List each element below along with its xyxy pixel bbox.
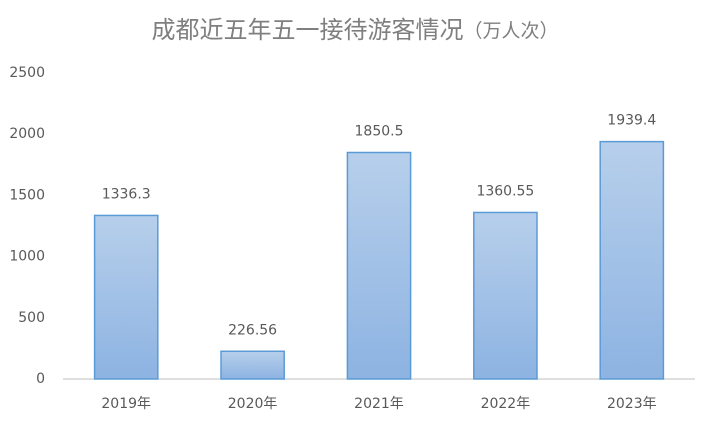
title-unit: （万人次） — [463, 20, 558, 42]
data-label: 1360.55 — [476, 183, 534, 199]
data-label: 226.56 — [228, 322, 277, 338]
bar — [346, 151, 412, 380]
bar — [473, 211, 538, 380]
y-tick-label: 1000 — [9, 249, 45, 265]
y-tick-label: 500 — [18, 310, 45, 326]
data-label: 1939.4 — [607, 113, 656, 129]
x-tick-label: 2021年 — [354, 396, 404, 412]
bar — [220, 350, 285, 380]
x-tick-label: 2020年 — [228, 396, 278, 412]
y-tick-label: 1500 — [9, 187, 45, 203]
data-label: 1850.5 — [355, 123, 404, 139]
y-tick-label: 0 — [36, 371, 45, 387]
y-tick-label: 2000 — [9, 126, 45, 142]
x-tick-label: 2023年 — [607, 396, 657, 412]
x-tick-label: 2022年 — [481, 396, 531, 412]
y-tick-label: 2500 — [9, 65, 45, 81]
chart-title: 成都近五年五一接待游客情况（万人次） — [151, 16, 558, 44]
data-label: 1336.3 — [102, 186, 151, 202]
title-main: 成都近五年五一接待游客情况 — [151, 16, 463, 44]
bar — [93, 214, 159, 380]
bar — [599, 140, 665, 380]
x-tick-label: 2019年 — [101, 396, 151, 412]
